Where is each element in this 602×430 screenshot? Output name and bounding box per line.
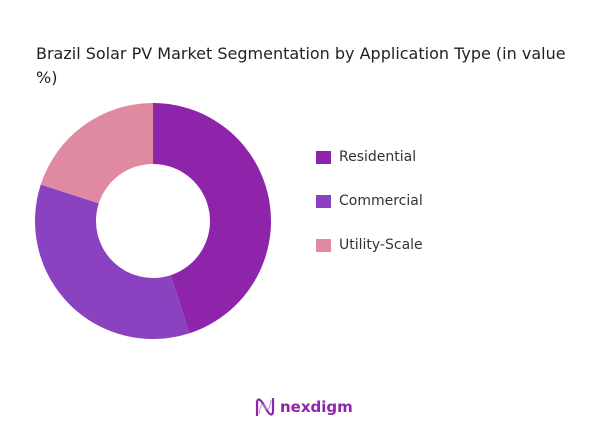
slice-residential xyxy=(153,103,271,334)
logo-text: nexdigm xyxy=(280,398,353,416)
legend-item: Commercial xyxy=(316,190,423,212)
legend-label: Residential xyxy=(339,149,417,165)
chart-title: Brazil Solar PV Market Segmentation by A… xyxy=(36,44,566,87)
legend-swatch xyxy=(316,194,331,208)
legend-swatch xyxy=(316,238,331,252)
legend-label: Commercial xyxy=(339,193,423,209)
logo-icon xyxy=(255,398,275,416)
slice-commercial xyxy=(34,184,190,339)
legend: Residential Commercial Utility-Scale xyxy=(316,146,423,278)
nexdigm-logo: nexdigm xyxy=(255,396,353,418)
legend-item: Residential xyxy=(316,146,423,168)
slice-utility-scale xyxy=(40,103,153,204)
legend-swatch xyxy=(316,150,331,164)
legend-item: Utility-Scale xyxy=(316,234,423,256)
legend-label: Utility-Scale xyxy=(339,237,423,253)
